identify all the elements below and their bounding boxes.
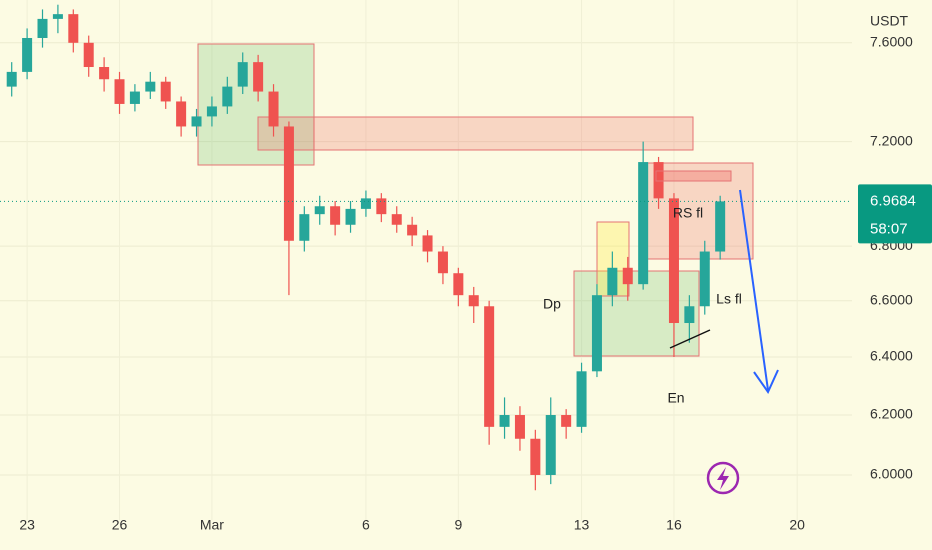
candle-body [407, 224, 418, 236]
candle-body [283, 126, 294, 241]
x-tick-label: 6 [362, 517, 370, 533]
candle-body [607, 267, 618, 296]
candle-body [376, 198, 387, 215]
candle-body [638, 162, 649, 285]
candle-body [484, 306, 495, 427]
x-tick-label: 26 [112, 517, 128, 533]
candle-body [499, 415, 510, 427]
arrow-head [753, 369, 779, 395]
countdown-label: 58:07 [870, 220, 908, 237]
candle-body [52, 14, 63, 19]
candle-body [561, 415, 572, 427]
candle-body [422, 235, 433, 252]
annotation: En [667, 390, 684, 406]
candle-body [176, 101, 187, 127]
candle-body [514, 415, 525, 439]
x-tick-label: 23 [19, 517, 35, 533]
candle-body [330, 206, 341, 225]
annotation: Ls fl [716, 291, 742, 307]
candle-body [314, 206, 325, 215]
x-tick-label: 16 [666, 517, 682, 533]
candle-body [253, 62, 264, 92]
x-tick-label: Mar [200, 517, 224, 533]
candle-body [22, 37, 33, 72]
supply-zone [655, 170, 732, 182]
y-tick-label: 6.0000 [870, 466, 913, 482]
x-tick-label: 9 [454, 517, 462, 533]
candle-body [114, 79, 125, 104]
candle-body [453, 273, 464, 296]
candle-body [145, 81, 156, 92]
candle-body [268, 91, 279, 127]
candle-body [237, 62, 248, 87]
candle-body [622, 267, 633, 285]
candle-body [191, 116, 202, 127]
supply-zone [257, 116, 694, 151]
candle-body [160, 81, 171, 102]
arrow [739, 189, 769, 391]
candle-body [591, 295, 602, 372]
candle-body [83, 42, 94, 68]
logo-bolt [717, 467, 729, 490]
candle-body [345, 208, 356, 225]
logo [706, 461, 740, 495]
candles [6, 4, 726, 491]
candle-body [437, 251, 448, 274]
candle-body [37, 18, 48, 38]
trend-line [669, 329, 711, 349]
candle-body [391, 214, 402, 225]
y-tick-label: 7.2000 [870, 132, 913, 148]
x-tick-label: 20 [789, 517, 805, 533]
candle-body [360, 198, 371, 209]
currency-label: USDT [870, 13, 909, 29]
candle-body [129, 91, 140, 104]
last-price-box [858, 184, 932, 244]
y-tick-label: 6.2000 [870, 406, 913, 422]
candle-body [530, 438, 541, 475]
candle-body [99, 67, 110, 80]
y-tick-label: 6.6000 [870, 291, 913, 307]
last-price-label: 6.9684 [870, 192, 916, 209]
candle-body [684, 306, 695, 324]
candle-body [468, 295, 479, 307]
candle-body [299, 214, 310, 241]
axes: 6.00006.20006.40006.60006.80007.20007.60… [0, 33, 932, 533]
candle-body [699, 251, 710, 307]
candle-body [576, 371, 587, 427]
annotation: RS fl [673, 205, 703, 221]
candle-body [668, 198, 679, 324]
candle-body [206, 106, 217, 117]
x-tick-label: 13 [574, 517, 590, 533]
candle-body [6, 71, 17, 87]
y-tick-label: 7.6000 [870, 33, 913, 49]
candle-body [653, 162, 664, 199]
y-tick-label: 6.4000 [870, 348, 913, 364]
candle-body [222, 86, 233, 107]
candle-body [545, 415, 556, 475]
candle-body [68, 14, 79, 43]
candle-body [715, 201, 726, 252]
annotation: Dp [543, 296, 561, 312]
